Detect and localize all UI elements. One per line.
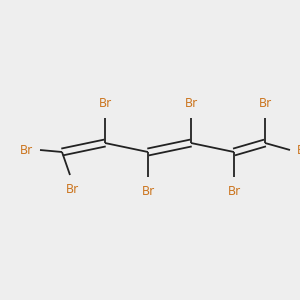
Text: Br: Br bbox=[258, 97, 272, 110]
Text: Br: Br bbox=[98, 97, 112, 110]
Text: Br: Br bbox=[20, 143, 33, 157]
Text: Br: Br bbox=[227, 185, 241, 198]
Text: Br: Br bbox=[184, 97, 198, 110]
Text: Br: Br bbox=[141, 185, 154, 198]
Text: Br: Br bbox=[65, 183, 79, 196]
Text: Br: Br bbox=[297, 143, 300, 157]
